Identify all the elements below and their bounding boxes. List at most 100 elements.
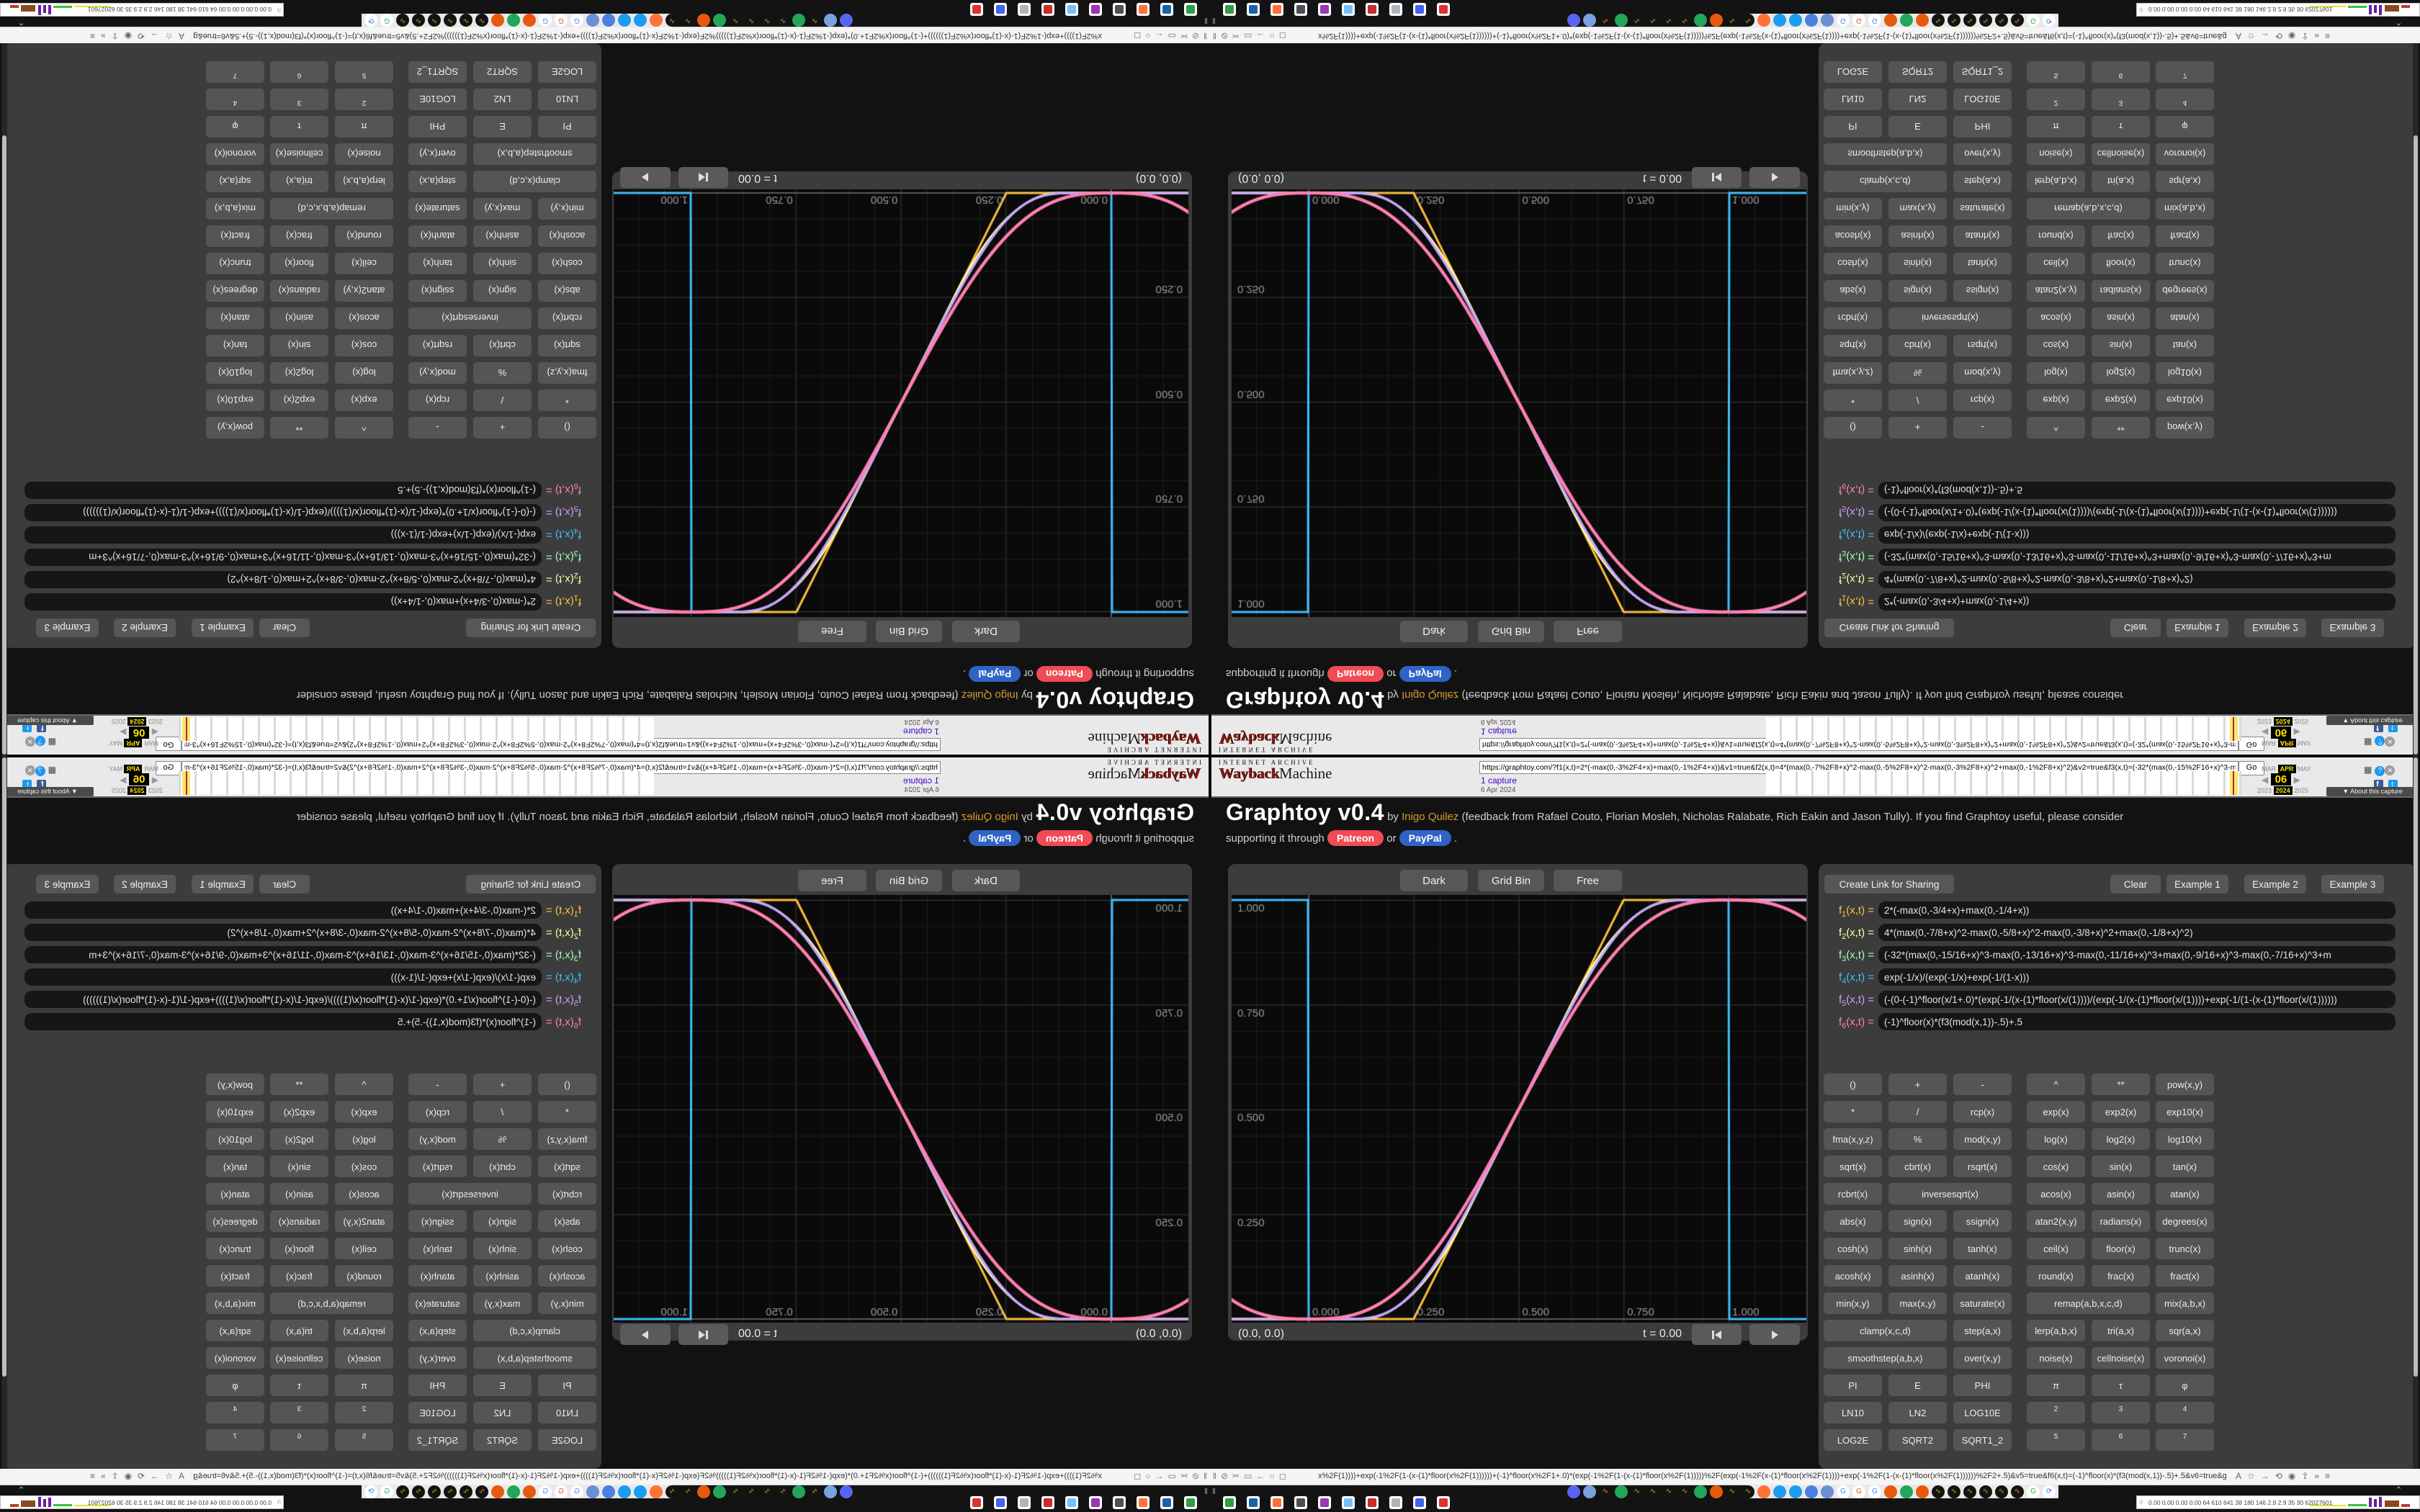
fn-button-frac(x)[interactable]: frac(x) xyxy=(2092,1265,2150,1287)
tab-favicon[interactable] xyxy=(1773,14,1786,27)
fn-button-sqrt(x)[interactable]: sqrt(x) xyxy=(1824,1156,1882,1177)
graph-canvas[interactable] xyxy=(614,895,1188,1323)
pinned-app-icon[interactable] xyxy=(994,3,1007,16)
fn-button-rsqrt(x)[interactable]: rsqrt(x) xyxy=(408,1156,467,1177)
tab-favicon[interactable] xyxy=(634,14,647,27)
fn-button-PI[interactable]: PI xyxy=(1824,1374,1882,1396)
tab-favicon[interactable] xyxy=(1884,1485,1897,1498)
fn-button-sin(x)[interactable]: sin(x) xyxy=(2092,335,2150,356)
blocked-globe-icon[interactable]: ⊘ xyxy=(1187,1471,1200,1481)
prev-capture-arrow-icon[interactable]: ◀ xyxy=(2262,727,2269,737)
fn-button-acos(x)[interactable]: acos(x) xyxy=(2027,307,2085,329)
fn-button-cos(x)[interactable]: cos(x) xyxy=(335,335,393,356)
fn-button-φ[interactable]: φ xyxy=(206,1374,264,1396)
internet-archive-logo[interactable]: INTERNET ARCHIVE WaybackMachine xyxy=(1219,730,1373,753)
tab-favicon[interactable]: ⟳ xyxy=(364,14,377,27)
fn-button-sinh(x)[interactable]: sinh(x) xyxy=(473,1238,532,1259)
fn-button-()[interactable]: () xyxy=(1824,1074,1882,1095)
reader-icon[interactable]: ◻ xyxy=(1278,1471,1291,1481)
tab-favicon[interactable]: ∿ xyxy=(1932,14,1945,27)
tab-favicon[interactable]: ∿ xyxy=(444,14,457,27)
pinned-app-icon[interactable] xyxy=(1018,1496,1031,1509)
fn-button-radians(x)[interactable]: radians(x) xyxy=(2092,1210,2150,1232)
fn-button-max(x,y)[interactable]: max(x,y) xyxy=(473,1292,532,1314)
fn-button-over(x,y)[interactable]: over(x,y) xyxy=(1953,143,2012,165)
tab-favicon[interactable]: ∿ xyxy=(1678,14,1691,27)
fn-button-LN10[interactable]: LN10 xyxy=(1824,89,1882,110)
fn-button-atan(x)[interactable]: atan(x) xyxy=(2156,307,2214,329)
range-mode-button[interactable]: Free xyxy=(1554,870,1622,891)
tab-favicon[interactable]: G xyxy=(1837,14,1850,27)
fn-button-step(a,x)[interactable]: step(a,x) xyxy=(1953,171,2012,192)
tab-favicon[interactable] xyxy=(792,14,805,27)
tab-favicon[interactable] xyxy=(1710,14,1723,27)
fn-button-tan(x)[interactable]: tan(x) xyxy=(206,1156,264,1177)
patreon-button[interactable]: Patreon xyxy=(1327,666,1384,682)
address-url-text[interactable]: x%2F(1))))+exp(-1%2F(1-(x-(1)*floor(x%2F… xyxy=(193,1472,1102,1480)
example1-button[interactable]: Example 1 xyxy=(192,618,254,637)
tab-favicon[interactable] xyxy=(650,1485,663,1498)
frame-icon[interactable]: ▭ xyxy=(1163,1471,1176,1481)
about-capture-button[interactable]: ▼ About this capture xyxy=(1,716,94,725)
fn-button-sqr(a,x)[interactable]: sqr(a,x) xyxy=(2156,171,2214,192)
fn-button-step(a,x)[interactable]: step(a,x) xyxy=(408,171,467,192)
tab-favicon[interactable] xyxy=(586,14,599,27)
capture-count-link[interactable]: 1 capture xyxy=(1481,726,1518,737)
fn-button-trunc(x)[interactable]: trunc(x) xyxy=(206,1238,264,1259)
tab-favicon[interactable] xyxy=(618,1485,631,1498)
wayback-go-button[interactable]: Go xyxy=(2238,737,2264,751)
fn-button-tan(x)[interactable]: tan(x) xyxy=(2156,335,2214,356)
fn-button-pow(x,y)[interactable]: pow(x,y) xyxy=(206,417,264,438)
tab-favicon[interactable]: ∿ xyxy=(1662,14,1675,27)
fn-button-π[interactable]: π xyxy=(335,116,393,138)
scrollbar-thumb[interactable] xyxy=(2414,135,2418,755)
formula-input-f4[interactable] xyxy=(1878,526,2396,544)
close-banner-icon[interactable]: ✕ xyxy=(2385,765,2396,775)
fn-button-remap(a,b,x,c,d)[interactable]: remap(a,b,x,c,d) xyxy=(2027,198,2150,220)
month-prev[interactable]: MAR xyxy=(144,739,158,747)
tab-favicon[interactable] xyxy=(1757,14,1770,27)
year-prev[interactable]: 2023 xyxy=(148,718,163,725)
bookmark-star-icon[interactable]: ☆ xyxy=(159,31,173,41)
tab-favicon[interactable] xyxy=(1884,14,1897,27)
capture-count-link[interactable]: 1 capture xyxy=(902,726,939,737)
fn-button-acosh(x)[interactable]: acosh(x) xyxy=(538,1265,596,1287)
fn-button-LN2[interactable]: LN2 xyxy=(473,1402,532,1423)
tab-favicon[interactable] xyxy=(1789,14,1802,27)
fn-button-E[interactable]: E xyxy=(1888,1374,1947,1396)
fn-button-ssign(x)[interactable]: ssign(x) xyxy=(408,1210,467,1232)
scissors-icon[interactable]: ✂ xyxy=(1232,31,1245,41)
fn-button-PI[interactable]: PI xyxy=(538,1374,596,1396)
fn-button-6[interactable]: 6 xyxy=(2092,1429,2150,1451)
formula-input-f1[interactable] xyxy=(24,901,542,919)
fn-button-6[interactable]: 6 xyxy=(270,1429,328,1451)
fn-button-smoothstep(a,b,x)[interactable]: smoothstep(a,b,x) xyxy=(473,143,596,165)
forward-arrow-icon[interactable]: → xyxy=(145,1471,160,1481)
help-icon[interactable]: ? xyxy=(35,766,45,776)
share-icon[interactable]: ⇪ xyxy=(105,1471,119,1481)
next-capture-arrow-icon[interactable]: ▶ xyxy=(120,727,127,737)
overflow-icon[interactable]: » xyxy=(94,31,106,41)
fn-button-log10(x)[interactable]: log10(x) xyxy=(206,362,264,384)
translate-icon[interactable]: A xyxy=(2236,31,2248,41)
fn-button-cosh(x)[interactable]: cosh(x) xyxy=(1824,253,1882,274)
tab-favicon[interactable] xyxy=(1694,1485,1707,1498)
tab-favicon[interactable]: G xyxy=(1837,1485,1850,1498)
reload-icon[interactable]: ⟲ xyxy=(2275,1471,2288,1481)
fn-button-remap(a,b,x,c,d)[interactable]: remap(a,b,x,c,d) xyxy=(2027,1292,2150,1314)
calendar-view-icon[interactable]: ▦ xyxy=(2364,765,2375,775)
pinned-app-icon[interactable] xyxy=(1137,3,1150,16)
example3-button[interactable]: Example 3 xyxy=(2321,875,2384,894)
tab-favicon[interactable]: ∿ xyxy=(1995,1485,2008,1498)
formula-input-f1[interactable] xyxy=(1878,593,2396,611)
pinned-app-icon[interactable] xyxy=(1389,3,1402,16)
year-next[interactable]: 2025 xyxy=(2294,718,2309,725)
tab-favicon[interactable] xyxy=(792,1485,805,1498)
fn-button-mix(a,b,x)[interactable]: mix(a,b,x) xyxy=(2156,1292,2214,1314)
chevron-up-icon[interactable]: ⌃ xyxy=(2395,17,2403,27)
fn-button-min(x,y)[interactable]: min(x,y) xyxy=(1824,1292,1882,1314)
fn-button-LN2[interactable]: LN2 xyxy=(1888,89,1947,110)
fn-button-asinh(x)[interactable]: asinh(x) xyxy=(1888,225,1947,247)
chevron-up-icon[interactable]: ⌃ xyxy=(17,1485,25,1495)
fn-button-remap(a,b,x,c,d)[interactable]: remap(a,b,x,c,d) xyxy=(270,1292,393,1314)
